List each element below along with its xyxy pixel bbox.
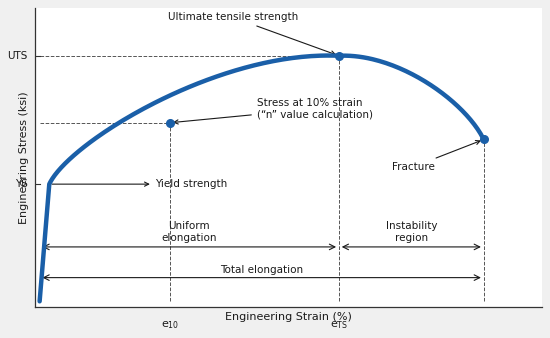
Text: Fracture: Fracture: [392, 141, 480, 172]
Text: Yield strength: Yield strength: [52, 179, 228, 189]
Text: $\mathregular{e_{TS}}$: $\mathregular{e_{TS}}$: [330, 319, 348, 331]
Text: Total elongation: Total elongation: [220, 265, 303, 275]
Text: Instability
region: Instability region: [386, 221, 437, 243]
Text: Ultimate tensile strength: Ultimate tensile strength: [168, 12, 335, 55]
Y-axis label: Engineering Stress (ksi): Engineering Stress (ksi): [19, 91, 29, 224]
Text: Stress at 10% strain
(“n” value calculation): Stress at 10% strain (“n” value calculat…: [174, 98, 373, 124]
Text: YS: YS: [15, 179, 28, 189]
Text: UTS: UTS: [7, 51, 28, 61]
X-axis label: Engineering Strain (%): Engineering Strain (%): [225, 312, 351, 322]
Text: Uniform
elongation: Uniform elongation: [162, 221, 217, 243]
Text: $\mathregular{e_{10}}$: $\mathregular{e_{10}}$: [161, 319, 179, 331]
